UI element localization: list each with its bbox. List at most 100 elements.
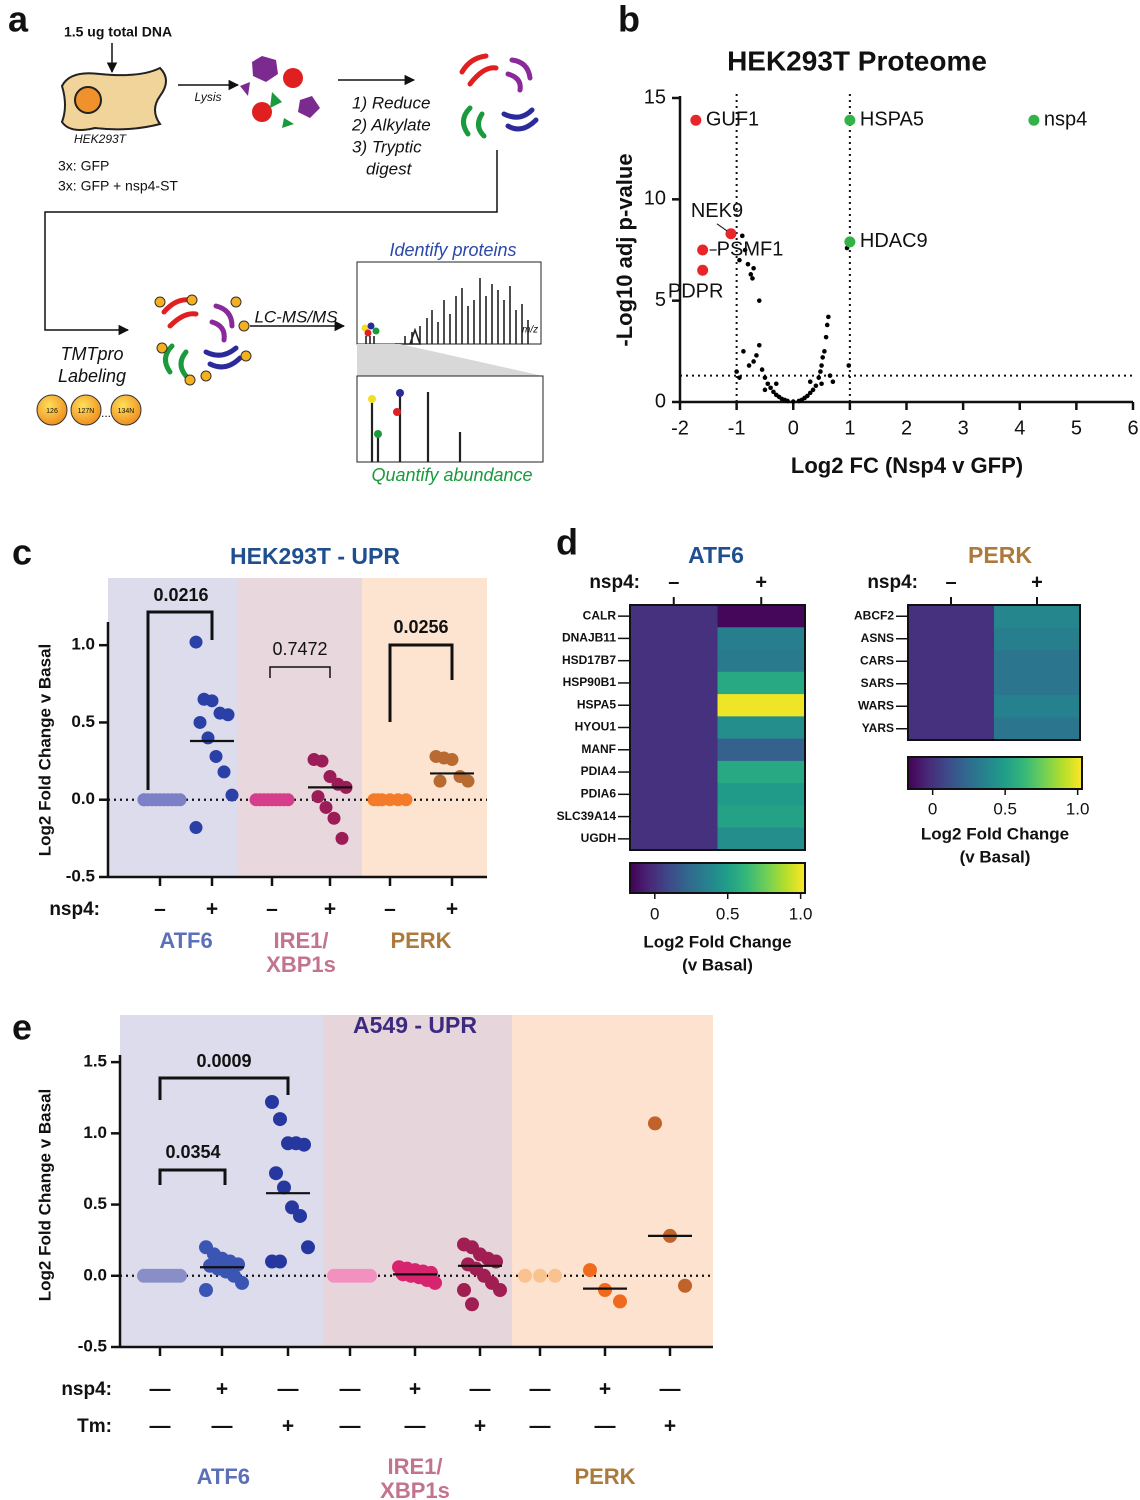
data-point xyxy=(648,1116,662,1131)
protein-point xyxy=(762,387,768,393)
colorbar-label: (v Basal) xyxy=(682,955,753,974)
y-tick-label: 10 xyxy=(644,188,666,210)
group-label: ATF6 xyxy=(159,928,212,953)
data-point xyxy=(209,749,223,763)
row-label: Tm: xyxy=(77,1416,112,1437)
protein-point xyxy=(756,298,762,303)
group-label: XBP1s xyxy=(380,1478,450,1500)
heatmap-cell xyxy=(717,760,806,784)
path xyxy=(161,297,193,315)
y-tick-label: 15 xyxy=(644,86,666,108)
data-point xyxy=(293,1208,307,1223)
labeling-label: Labeling xyxy=(58,366,126,386)
x-tick-label: 6 xyxy=(1127,417,1138,439)
heatmap-cell xyxy=(630,716,718,740)
data-point xyxy=(323,770,337,784)
y-axis-label: -Log10 adj p-value xyxy=(612,153,637,346)
group-label: PERK xyxy=(390,928,451,953)
group-label: IRE1/ xyxy=(273,928,328,953)
point-label: HSPA5 xyxy=(860,109,924,131)
protein-point xyxy=(750,276,755,281)
circle xyxy=(200,370,212,382)
data-point xyxy=(235,1275,249,1290)
reporter-ions xyxy=(370,392,462,462)
data-point xyxy=(461,774,475,788)
step: 1) Reduce xyxy=(352,93,430,112)
tag xyxy=(70,394,102,426)
protein-point xyxy=(754,353,759,358)
tag-label: 127N xyxy=(78,408,95,415)
colorbar xyxy=(907,756,1083,790)
column-label: – xyxy=(945,571,956,593)
heatmap-cell xyxy=(908,717,995,741)
protein-point xyxy=(807,390,813,396)
x-tick-label: 5 xyxy=(1071,417,1082,439)
spectrum-box xyxy=(356,261,542,345)
point-label: PSMF1 xyxy=(717,238,784,260)
protein-point xyxy=(819,381,824,387)
path xyxy=(163,343,175,375)
protein-point xyxy=(813,383,819,389)
row-label: ABCF2 xyxy=(854,608,894,622)
protein-point xyxy=(790,399,796,404)
data-point xyxy=(221,708,235,722)
panel-label: c xyxy=(12,532,32,573)
condition-sign: — xyxy=(150,1378,171,1401)
heatmap-title: ATF6 xyxy=(688,542,744,568)
heatmap-cell xyxy=(717,805,806,829)
condition-sign: — xyxy=(530,1415,551,1438)
condition-sign: — xyxy=(150,1415,171,1438)
chart-title: HEK293T Proteome xyxy=(727,45,987,76)
y-tick-label: 1.0 xyxy=(83,1123,107,1142)
data-point xyxy=(678,1278,692,1293)
data-point xyxy=(297,1137,311,1152)
chart-title: A549 - UPR xyxy=(353,1012,477,1038)
heatmap-cell xyxy=(717,827,806,851)
peptides xyxy=(459,53,539,139)
identify-label: Identify proteins xyxy=(389,240,516,260)
path xyxy=(509,57,533,81)
data-point xyxy=(311,790,325,804)
significance-bracket xyxy=(388,643,454,722)
data-point xyxy=(433,774,447,788)
condition-sign: — xyxy=(595,1415,616,1438)
colorbar-tick-label: 0 xyxy=(928,799,937,818)
heatmap-cell xyxy=(630,671,718,695)
spectrum xyxy=(365,278,529,345)
protein xyxy=(270,92,282,108)
y-tick-label: 0.5 xyxy=(83,1194,107,1213)
y-tick-label: 0.5 xyxy=(71,712,95,731)
data-point xyxy=(518,1268,532,1283)
column-header: nsp4: xyxy=(867,572,918,593)
nucleus xyxy=(74,86,102,114)
protein-point xyxy=(748,272,754,277)
x-tick-label: 0 xyxy=(788,417,799,439)
point-label: HDAC9 xyxy=(860,230,928,252)
data-point xyxy=(445,753,459,767)
point-label: GUF1 xyxy=(706,109,759,131)
data-point xyxy=(428,1275,442,1290)
ms-label: LC-MS/MS xyxy=(254,307,338,326)
reporter xyxy=(393,408,401,416)
heatmap-cell xyxy=(717,605,806,628)
data-point xyxy=(371,793,385,807)
labeling-label: TMTpro xyxy=(61,344,124,364)
row-label: SLC39A14 xyxy=(557,809,617,823)
condition-sign: + xyxy=(324,898,336,921)
data-point xyxy=(315,754,329,768)
row-label: DNAJB11 xyxy=(562,631,616,645)
step: 2) Alkylate xyxy=(351,115,431,134)
row-label: UGDH xyxy=(581,831,616,845)
data-point xyxy=(363,1268,377,1283)
heatmap-cell xyxy=(908,605,995,628)
condition-sign: — xyxy=(405,1415,426,1438)
heatmap-cell xyxy=(908,650,995,673)
row-label: PDIA6 xyxy=(581,786,617,800)
significance-bracket xyxy=(158,1168,227,1185)
colorbar-tick-label: 0.5 xyxy=(716,904,740,923)
data-point xyxy=(273,1254,287,1269)
p-value: 0.0256 xyxy=(393,617,448,637)
group-band xyxy=(512,1015,713,1347)
heatmap-cell xyxy=(630,760,718,784)
